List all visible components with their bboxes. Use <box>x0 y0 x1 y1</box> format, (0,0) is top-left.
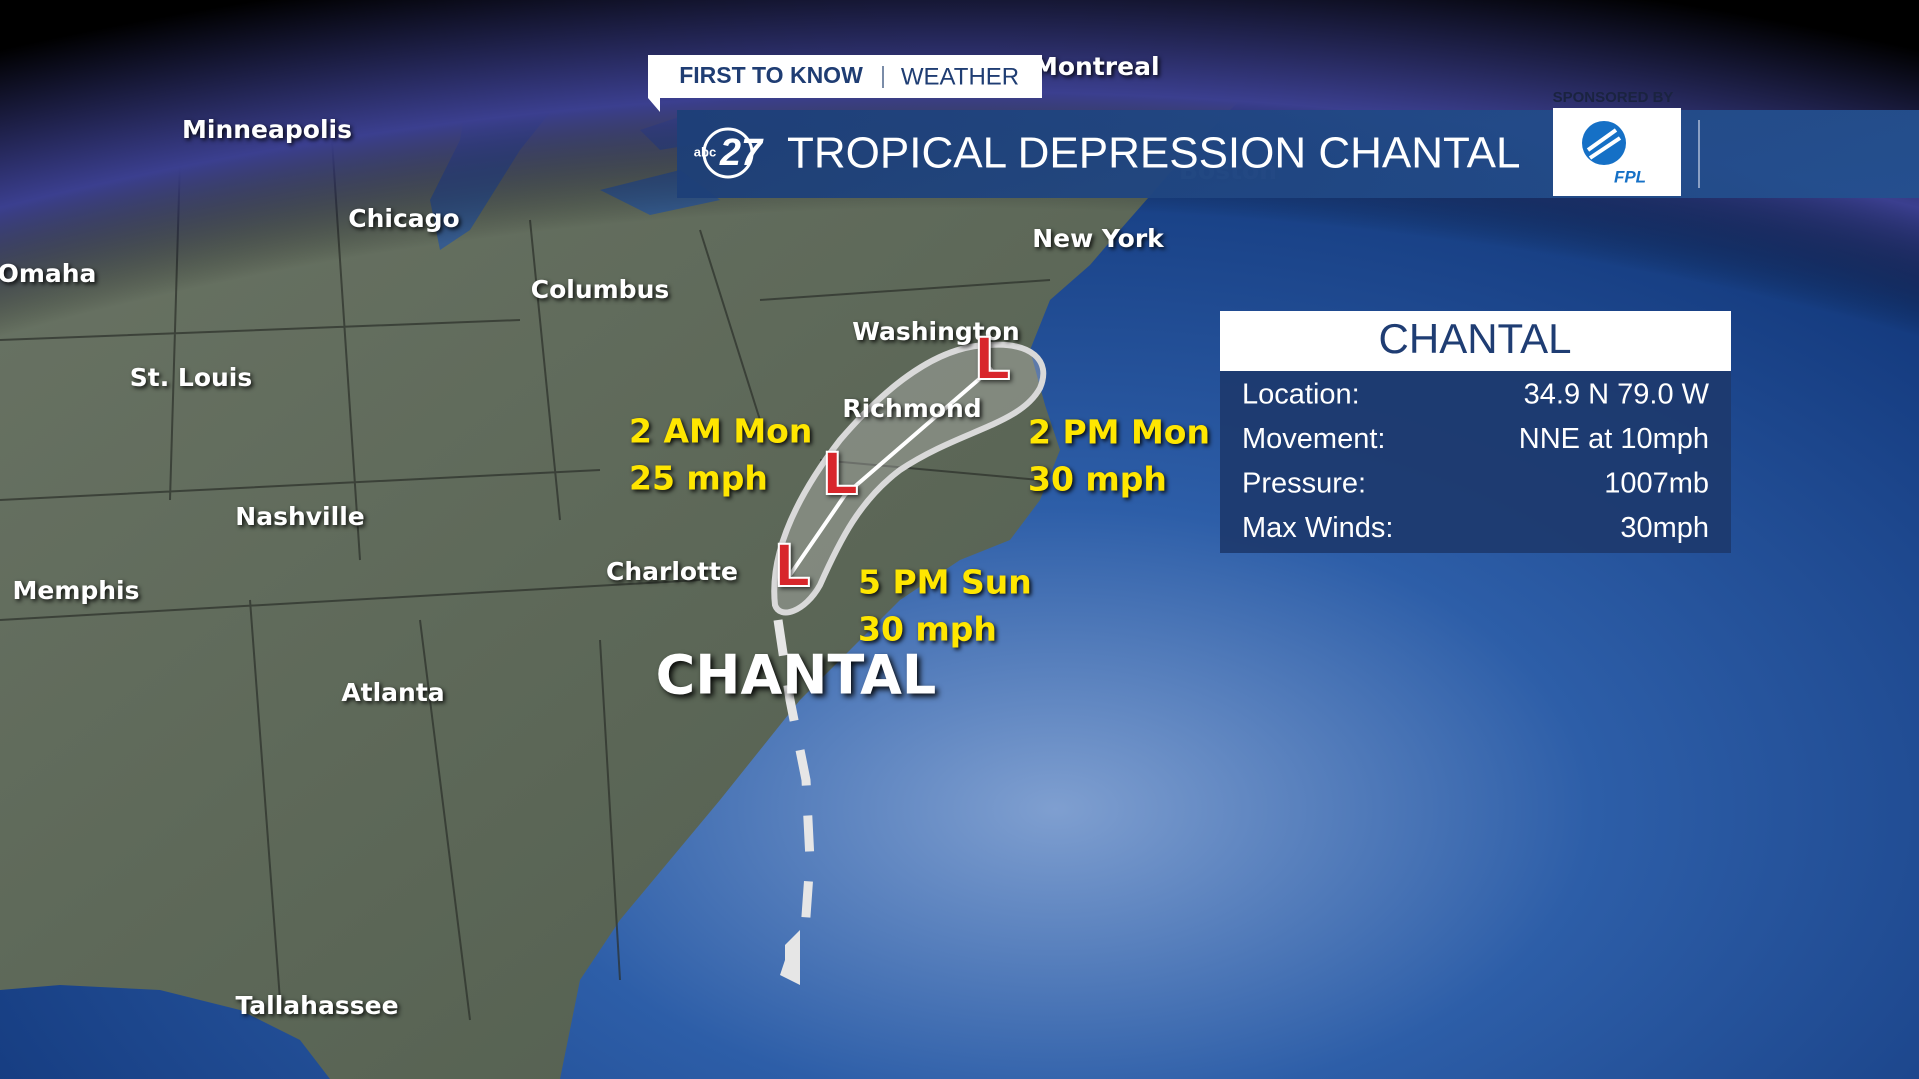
sponsor-label: SPONSORED BY <box>1553 89 1674 106</box>
city-label: Columbus <box>531 275 670 304</box>
storm-name: CHANTAL <box>656 644 937 707</box>
info-value: 1007mb <box>1604 468 1709 500</box>
logo-ring <box>702 127 754 179</box>
city-label: Charlotte <box>606 557 738 586</box>
info-title: CHANTAL <box>1379 315 1572 362</box>
city-label: Richmond <box>842 394 981 423</box>
station-logo: 27 <box>719 132 764 174</box>
header-tab <box>648 55 1042 98</box>
info-value: 34.9 N 79.0 W <box>1524 379 1710 411</box>
city-label: Chicago <box>348 204 459 233</box>
section: WEATHER <box>901 63 1019 90</box>
past-track-arrow <box>780 930 800 985</box>
info-label: Max Winds: <box>1242 512 1393 544</box>
forecast-time: 2 AM Mon <box>629 412 812 451</box>
sponsor: FPL <box>1614 167 1646 186</box>
city-label: Minneapolis <box>182 115 352 144</box>
city-label: Omaha <box>0 259 96 288</box>
city-label: Tallahassee <box>235 991 398 1020</box>
forecast-wind: 30 mph <box>1028 460 1167 499</box>
info-label: Pressure: <box>1242 468 1366 500</box>
low-symbol: L <box>974 325 1011 393</box>
sponsor-icon <box>1582 121 1626 165</box>
info-box <box>1220 371 1731 553</box>
city-label: St. Louis <box>130 363 253 392</box>
info-box-header <box>1220 311 1731 371</box>
forecast-time: 2 PM Mon <box>1028 413 1210 452</box>
city-label: Memphis <box>12 576 139 605</box>
city-label: Montreal <box>1033 52 1160 81</box>
info-value: NNE at 10mph <box>1519 423 1709 455</box>
past-track <box>773 619 815 931</box>
sponsor-icon-lines <box>1586 128 1622 160</box>
city-label: Atlanta <box>341 678 444 707</box>
forecast-time: 5 PM Sun <box>858 563 1032 602</box>
header-tab-tail <box>648 98 660 112</box>
low-symbol: L <box>822 440 859 508</box>
info-label: Movement: <box>1242 423 1385 455</box>
brand: FIRST TO KNOW <box>679 62 863 88</box>
city-label: New York <box>1032 224 1165 253</box>
network-logo: abc <box>694 144 716 159</box>
info-value: 30mph <box>1620 512 1709 544</box>
city-label: Nashville <box>235 502 364 531</box>
city-label: Washington <box>852 317 1019 346</box>
forecast-cone <box>771 341 1047 616</box>
forecast-track <box>788 366 994 577</box>
forecast-wind: 25 mph <box>629 459 768 498</box>
title-bar <box>677 110 1919 198</box>
low-symbol: L <box>774 532 811 600</box>
forecast-wind: 30 mph <box>858 610 997 649</box>
info-label: Location: <box>1242 379 1360 411</box>
title: TROPICAL DEPRESSION CHANTAL <box>787 129 1520 178</box>
